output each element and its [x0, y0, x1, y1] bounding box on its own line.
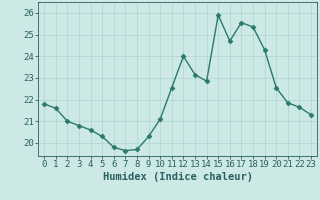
- X-axis label: Humidex (Indice chaleur): Humidex (Indice chaleur): [103, 172, 252, 182]
